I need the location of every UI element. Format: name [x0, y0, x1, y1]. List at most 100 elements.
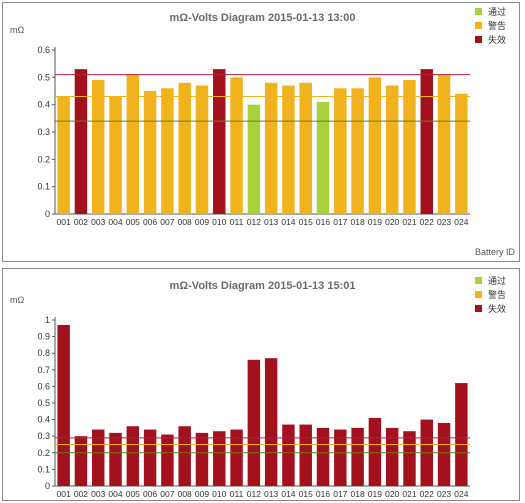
legend-swatch-1: [475, 277, 482, 284]
x-tick-label-001: 001: [57, 217, 71, 227]
y-tick-label-6: 0.6: [37, 45, 50, 55]
x-tick-label-007: 007: [160, 217, 174, 227]
x-tick-label-015: 015: [299, 489, 313, 499]
x-tick-label-011: 011: [230, 217, 244, 227]
y-tick-label-3: 0.3: [37, 431, 50, 441]
bar-010: [213, 69, 226, 214]
bar-009: [195, 432, 209, 486]
bar-023: [437, 422, 451, 486]
y-tick-label-9: 0.9: [37, 332, 50, 342]
x-tick-label-023: 023: [437, 489, 451, 499]
bar-006: [143, 91, 157, 214]
chart-1-svg: mΩ-Volts Diagram 2015-01-13 13:00 mΩ 通过警告失…: [10, 6, 516, 257]
y-tick-label-1: 0.1: [37, 182, 50, 192]
chart-title: mΩ-Volts Diagram 2015-01-13 13:00: [170, 12, 356, 24]
bar-007: [161, 434, 174, 486]
bar-001: [57, 96, 70, 214]
bar-016: [316, 427, 330, 486]
y-tick-label-3: 0.3: [37, 127, 50, 137]
bar-021: [403, 431, 416, 486]
bar-020: [385, 427, 399, 486]
x-tick-label-020: 020: [385, 489, 399, 499]
legend-swatch-3: [475, 305, 482, 312]
x-tick-label-006: 006: [143, 217, 157, 227]
x-tick-label-002: 002: [74, 217, 88, 227]
x-tick-label-014: 014: [281, 217, 295, 227]
legend-label-2: 警告: [488, 20, 506, 31]
y-axis-label: mΩ: [10, 25, 24, 35]
legend-label-1: 通过: [488, 275, 506, 286]
x-tick-label-005: 005: [126, 489, 140, 499]
bar-007: [161, 88, 174, 214]
x-tick-label-012: 012: [247, 217, 261, 227]
bar-014: [282, 424, 295, 486]
x-tick-label-010: 010: [212, 217, 226, 227]
x-tick-label-004: 004: [108, 217, 122, 227]
x-tick-label-004: 004: [108, 489, 122, 499]
x-tick-label-005: 005: [126, 217, 140, 227]
bar-014: [282, 85, 295, 215]
bar-011: [230, 77, 243, 214]
x-tick-label-014: 014: [281, 489, 295, 499]
bar-018: [351, 88, 364, 214]
x-tick-label-008: 008: [178, 217, 192, 227]
x-tick-label-012: 012: [247, 489, 261, 499]
y-tick-label-0: 0: [45, 209, 50, 219]
x-tick-label-013: 013: [264, 217, 278, 227]
x-tick-label-021: 021: [402, 217, 416, 227]
x-axis-label: Battery ID: [475, 247, 516, 257]
y-tick-label-10: 1: [45, 315, 50, 325]
x-tick-label-024: 024: [454, 217, 468, 227]
bar-005: [126, 426, 140, 486]
bar-002: [74, 69, 88, 214]
y-tick-label-8: 0.8: [37, 348, 50, 358]
bar-024: [455, 383, 468, 486]
legend-label-1: 通过: [488, 6, 506, 17]
x-tick-label-010: 010: [212, 489, 226, 499]
bar-010: [213, 431, 226, 486]
bar-003: [92, 80, 105, 214]
x-tick-label-024: 024: [454, 489, 468, 499]
legend-swatch-3: [475, 36, 482, 43]
bar-003: [92, 429, 105, 486]
y-tick-label-7: 0.7: [37, 365, 50, 375]
x-tick-label-019: 019: [368, 489, 382, 499]
y-tick-label-5: 0.5: [37, 72, 50, 82]
x-tick-label-015: 015: [299, 217, 313, 227]
x-tick-label-013: 013: [264, 489, 278, 499]
y-tick-label-4: 0.4: [37, 415, 50, 425]
bar-017: [334, 429, 347, 486]
y-tick-label-2: 0.2: [37, 448, 50, 458]
y-tick-label-2: 0.2: [37, 154, 50, 164]
bar-018: [351, 427, 364, 486]
x-tick-label-016: 016: [316, 217, 330, 227]
x-tick-label-017: 017: [333, 217, 347, 227]
bar-012: [247, 359, 261, 486]
x-tick-label-001: 001: [57, 489, 71, 499]
bar-013: [264, 358, 278, 486]
x-tick-label-007: 007: [160, 489, 174, 499]
legend-label-2: 警告: [488, 289, 506, 300]
x-tick-label-003: 003: [91, 489, 105, 499]
x-tick-label-002: 002: [74, 489, 88, 499]
bar-013: [264, 82, 278, 214]
x-tick-label-006: 006: [143, 489, 157, 499]
y-tick-label-0: 0: [45, 481, 50, 491]
x-tick-label-023: 023: [437, 217, 451, 227]
legend-label-3: 失效: [488, 34, 506, 45]
bar-011: [230, 429, 243, 486]
y-tick-label-5: 0.5: [37, 398, 50, 408]
y-tick-label-4: 0.4: [37, 100, 50, 110]
x-tick-label-016: 016: [316, 489, 330, 499]
chart-title: mΩ-Volts Diagram 2015-01-13 15:01: [170, 280, 356, 292]
bar-009: [195, 85, 209, 215]
x-tick-label-018: 018: [351, 217, 365, 227]
bar-015: [299, 82, 312, 214]
bar-024: [455, 93, 468, 214]
legend-swatch-1: [475, 8, 482, 15]
chart-panel-2: mΩ-Volts Diagram 2015-01-13 15:01 mΩ 通过 警告失…: [2, 268, 520, 501]
bar-008: [178, 426, 191, 486]
bar-016: [316, 101, 330, 214]
bar-006: [143, 429, 157, 486]
legend-swatch-2: [475, 291, 482, 298]
